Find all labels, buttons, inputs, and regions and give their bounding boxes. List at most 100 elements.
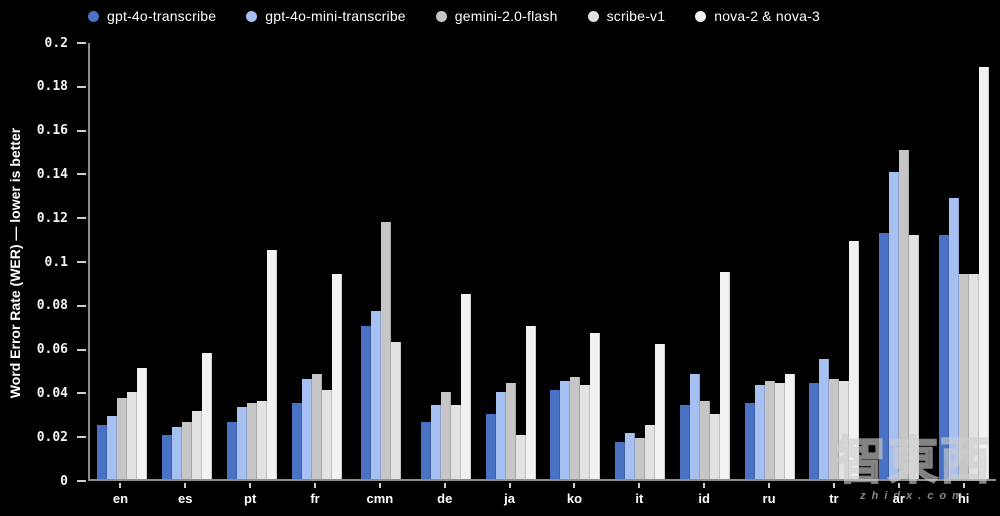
x-slot-fr: fr [283, 483, 348, 506]
chart-legend: gpt-4o-transcribe gpt-4o-mini-transcribe g… [88, 8, 820, 24]
bar-nova-2-nova-3-fr [331, 274, 342, 479]
x-tick-label: pt [244, 491, 257, 506]
bar-group-tr [802, 43, 867, 479]
legend-item-gemini-2-0-flash: gemini-2.0-flash [435, 8, 558, 24]
y-tick-label: 0.12 [36, 210, 68, 226]
x-tick-mark [897, 483, 900, 488]
bar-gpt-4o-transcribe-en [97, 424, 108, 479]
y-tick-mark [77, 436, 86, 439]
legend-swatch-icon [695, 10, 707, 22]
bar-gemini-2-0-flash-cmn [381, 221, 392, 479]
legend-label: gpt-4o-transcribe [107, 8, 217, 24]
legend-item-nova-2-nova-3: nova-2 & nova-3 [695, 8, 820, 24]
bar-nova-2-nova-3-id [719, 271, 730, 479]
bar-gemini-2-0-flash-ja [505, 383, 516, 479]
bar-group-en [90, 43, 155, 479]
bar-gpt-4o-mini-transcribe-ru [754, 385, 765, 479]
bar-gemini-2-0-flash-de [440, 391, 451, 479]
bar-gpt-4o-transcribe-id [679, 404, 690, 479]
bar-group-ar [867, 43, 932, 479]
x-slot-id: id [672, 483, 737, 506]
bar-nova-2-nova-3-de [460, 293, 471, 479]
bar-gpt-4o-mini-transcribe-es [172, 426, 183, 479]
x-tick-label: tr [829, 491, 839, 506]
bar-nova-2-nova-3-it [655, 343, 666, 479]
y-tick-label: 0.2 [44, 35, 68, 51]
y-tick-label: 0.14 [36, 166, 68, 182]
bar-gemini-2-0-flash-hi [958, 274, 969, 479]
bar-nova-2-nova-3-ko [590, 332, 601, 479]
x-tick-mark [184, 483, 187, 488]
bar-gemini-2-0-flash-ko [570, 376, 581, 479]
x-tick-label: cmn [366, 491, 394, 506]
x-tick-mark [962, 483, 965, 488]
x-slot-ko: ko [542, 483, 607, 506]
bar-group-hi [931, 43, 996, 479]
x-slot-ru: ru [737, 483, 802, 506]
bar-scribe-v1-de [450, 404, 461, 479]
x-tick-mark [443, 483, 446, 488]
bar-gpt-4o-mini-transcribe-hi [948, 197, 959, 479]
bar-nova-2-nova-3-hi [978, 66, 989, 479]
bar-scribe-v1-hi [968, 274, 979, 479]
bar-gemini-2-0-flash-en [117, 398, 128, 479]
bar-scribe-v1-ar [908, 234, 919, 479]
bar-gpt-4o-transcribe-pt [226, 422, 237, 479]
legend-label: nova-2 & nova-3 [714, 8, 820, 24]
bar-scribe-v1-pt [256, 400, 267, 479]
bar-gpt-4o-mini-transcribe-en [107, 415, 118, 479]
bar-gpt-4o-mini-transcribe-ar [888, 171, 899, 479]
x-slot-ja: ja [477, 483, 542, 506]
x-tick-label: en [112, 491, 129, 506]
bar-gpt-4o-mini-transcribe-fr [301, 378, 312, 479]
bar-nova-2-nova-3-es [202, 352, 213, 479]
bar-group-id [672, 43, 737, 479]
bar-gpt-4o-mini-transcribe-ko [560, 380, 571, 479]
plot-area [88, 43, 996, 481]
bar-scribe-v1-id [709, 413, 720, 479]
bar-nova-2-nova-3-pt [266, 250, 277, 479]
x-tick-label: hi [957, 491, 970, 506]
bar-scribe-v1-es [192, 411, 203, 479]
legend-item-gpt-4o-transcribe: gpt-4o-transcribe [88, 8, 216, 24]
bar-group-ja [478, 43, 543, 479]
legend-label: gpt-4o-mini-transcribe [265, 8, 406, 24]
y-tick-label: 0.04 [36, 385, 68, 401]
legend-swatch-icon [435, 10, 447, 22]
bar-gemini-2-0-flash-ru [764, 380, 775, 479]
bar-gpt-4o-transcribe-ar [878, 232, 889, 479]
bar-scribe-v1-cmn [391, 341, 402, 479]
x-tick-mark [573, 483, 576, 488]
x-slot-de: de [412, 483, 477, 506]
bar-group-fr [284, 43, 349, 479]
bar-gpt-4o-transcribe-ru [744, 402, 755, 479]
x-tick-mark [768, 483, 771, 488]
bar-group-cmn [349, 43, 414, 479]
bar-group-es [155, 43, 220, 479]
bar-gemini-2-0-flash-id [699, 400, 710, 479]
x-tick-label: fr [310, 491, 320, 506]
y-tick-mark [77, 304, 86, 307]
bar-gpt-4o-transcribe-fr [291, 402, 302, 479]
bar-nova-2-nova-3-ru [784, 374, 795, 479]
bar-nova-2-nova-3-ja [525, 326, 536, 479]
legend-swatch-icon [88, 10, 99, 22]
x-tick-label: ru [762, 491, 776, 506]
bar-gemini-2-0-flash-ar [898, 149, 909, 479]
x-tick-label: ja [504, 491, 515, 506]
y-tick-mark [77, 85, 86, 88]
bar-gemini-2-0-flash-it [635, 437, 646, 479]
y-tick-label: 0.1 [44, 254, 68, 270]
y-tick-mark [77, 348, 86, 351]
bar-group-it [608, 43, 673, 479]
bar-scribe-v1-ja [515, 435, 526, 479]
y-tick-label: 0.16 [36, 123, 68, 139]
bar-scribe-v1-ko [580, 385, 591, 479]
bar-gemini-2-0-flash-tr [829, 378, 840, 479]
x-tick-mark [249, 483, 252, 488]
y-tick-label: 0.08 [36, 298, 68, 314]
bar-gpt-4o-mini-transcribe-cmn [371, 311, 382, 479]
x-slot-ar: ar [866, 483, 931, 506]
bar-scribe-v1-ru [774, 383, 785, 479]
bar-gemini-2-0-flash-pt [246, 402, 257, 479]
